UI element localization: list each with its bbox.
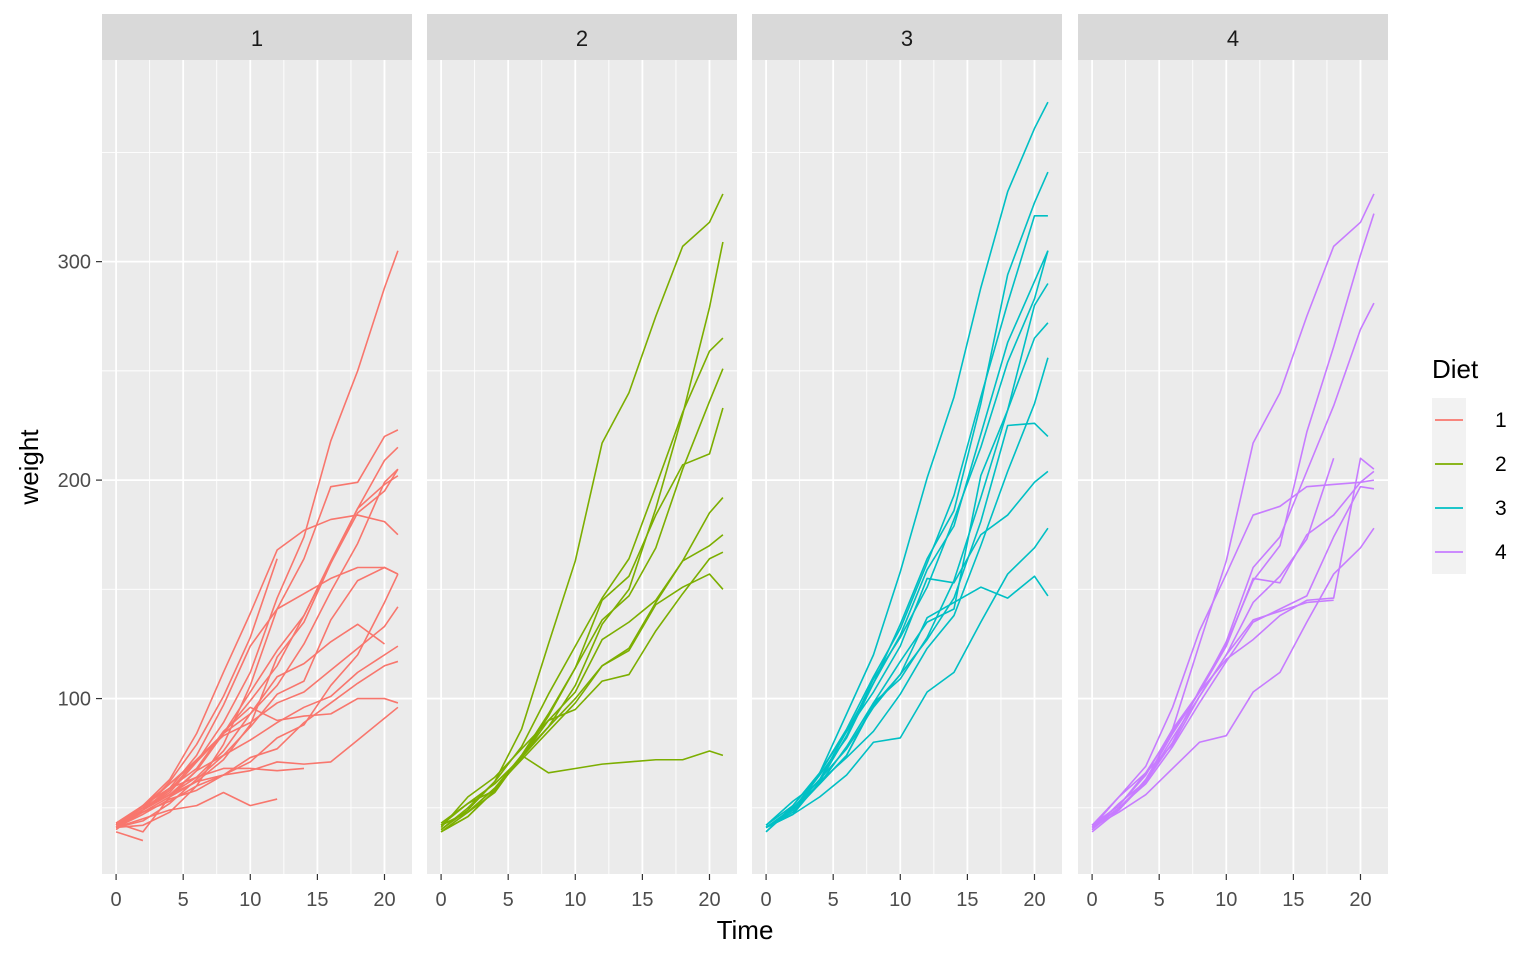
x-tick-label: 15 (1282, 889, 1304, 911)
legend-item-3: 3 (1432, 486, 1507, 530)
series-lines (1091, 193, 1375, 833)
facet-strip (752, 14, 1062, 60)
x-tick-label: 15 (631, 889, 653, 911)
x-tick-label: 20 (373, 889, 395, 911)
facet-strip (1078, 14, 1388, 60)
chick-series-line (1091, 457, 1375, 826)
facet-strip-label: 1 (251, 26, 263, 51)
x-tick-label: 10 (564, 889, 586, 911)
chick-series-line (115, 250, 399, 829)
x-tick-label: 5 (178, 889, 189, 911)
y-tick-label: 300 (58, 252, 91, 274)
x-tick-label: 10 (1215, 889, 1237, 911)
panel-background (427, 60, 737, 874)
panel-background (752, 60, 1062, 874)
x-tick-label: 0 (436, 889, 447, 911)
chick-series-line (1091, 485, 1375, 829)
chick-series-line (115, 514, 399, 824)
chick-series-line (1091, 193, 1375, 831)
facet-panels: 1 2 3 4 (102, 14, 1388, 874)
chick-series-line (1091, 479, 1375, 826)
series-lines (765, 101, 1049, 833)
chick-series-line (765, 171, 1049, 829)
facet-panel-4: 4 (1078, 14, 1388, 874)
chick-series-line (765, 527, 1049, 829)
x-tick-label: 10 (889, 889, 911, 911)
chick-series-line (115, 791, 278, 829)
legend-label: 3 (1495, 497, 1507, 520)
y-tick-label: 100 (58, 689, 91, 711)
x-tick-label: 5 (503, 889, 514, 911)
chick-series-line (440, 573, 724, 826)
chick-series-line (440, 407, 724, 833)
x-axis-title: Time (717, 915, 774, 945)
y-axis-title: weight (14, 429, 44, 506)
facet-panel-1: 1 (102, 14, 412, 874)
axes: 0 5 10 15 20 0 5 10 15 20 0 5 10 15 20 0 5 10 15 2010020030… (58, 252, 1372, 911)
chick-series-line (765, 101, 1049, 829)
legend-item-4: 4 (1432, 530, 1507, 574)
chick-series-line (115, 767, 305, 829)
legend-label: 4 (1495, 541, 1507, 564)
x-tick-label: 20 (1349, 889, 1371, 911)
legend-item-1: 1 (1432, 398, 1507, 442)
chick-series-line (115, 573, 399, 824)
chick-series-line (1091, 527, 1375, 829)
chick-series-line (115, 446, 399, 831)
x-tick-label: 0 (1087, 889, 1098, 911)
panel-background (102, 60, 412, 874)
chick-series-line (115, 697, 399, 826)
legend: Diet 1 2 3 4 (1432, 354, 1507, 574)
legend-item-2: 2 (1432, 442, 1507, 486)
facet-panel-2: 2 (427, 14, 737, 874)
series-lines (440, 193, 724, 833)
chick-series-line (765, 250, 1049, 829)
x-tick-label: 15 (306, 889, 328, 911)
legend-label: 1 (1495, 409, 1507, 432)
x-tick-label: 5 (1154, 889, 1165, 911)
legend-title: Diet (1432, 354, 1479, 384)
chick-series-line (440, 337, 724, 831)
x-tick-label: 5 (828, 889, 839, 911)
chick-series-line (115, 706, 399, 829)
x-tick-label: 20 (1023, 889, 1045, 911)
chick-series-line (440, 551, 724, 828)
chick-series-line (115, 831, 144, 842)
x-tick-label: 0 (761, 889, 772, 911)
facet-strip-label: 3 (901, 26, 913, 51)
x-tick-label: 10 (239, 889, 261, 911)
panel-background (1078, 60, 1388, 874)
y-tick-label: 200 (58, 470, 91, 492)
facet-strip-label: 4 (1227, 26, 1239, 51)
chick-series-line (1091, 599, 1334, 828)
chick-series-line (115, 660, 399, 829)
x-tick-label: 15 (956, 889, 978, 911)
chick-series-line (115, 645, 399, 829)
facet-panel-3: 3 (752, 14, 1062, 874)
chick-series-line (116, 429, 399, 829)
chick-series-line (765, 322, 1049, 829)
x-tick-label: 20 (698, 889, 720, 911)
facet-strip-label: 2 (576, 26, 588, 51)
facet-strip (427, 14, 737, 60)
x-tick-label: 0 (111, 889, 122, 911)
facet-strip (102, 14, 412, 60)
legend-label: 2 (1495, 453, 1507, 476)
series-lines (115, 250, 399, 842)
